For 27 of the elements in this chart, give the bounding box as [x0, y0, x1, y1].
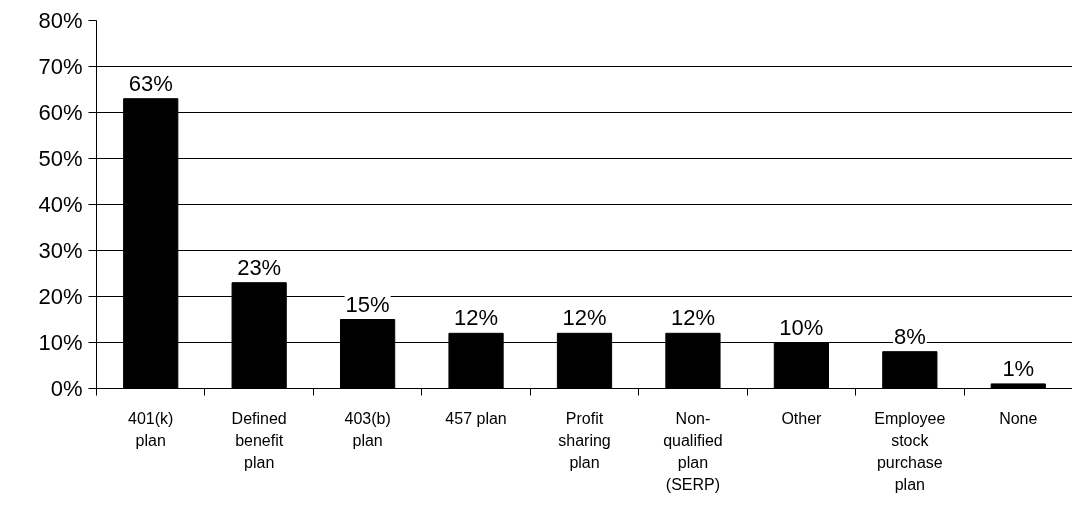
x-tick-label: Defined benefit plan: [231, 409, 287, 471]
data-label: 10%: [779, 314, 824, 340]
data-label: 15%: [345, 291, 390, 317]
x-tick-label: None: [999, 409, 1038, 427]
data-label: 1%: [1002, 355, 1035, 381]
x-tick-label: Employee stock purchase plan: [874, 409, 946, 493]
y-tick-label: 40%: [38, 192, 83, 217]
y-tick-label: 10%: [38, 330, 83, 355]
data-label: 8%: [893, 323, 926, 349]
y-tick-label: 80%: [38, 8, 83, 33]
y-tick-label: 30%: [38, 238, 83, 263]
x-tick-label: Non- qualified plan (SERP): [663, 409, 723, 493]
x-tick-label: 457 plan: [445, 409, 507, 427]
data-label: 12%: [454, 305, 499, 331]
y-tick-label: 50%: [38, 146, 83, 171]
data-label: 12%: [562, 305, 607, 331]
y-tick-label: 70%: [38, 54, 83, 79]
x-tick-label: 401(k) plan: [128, 409, 174, 449]
x-tick-label: Other: [781, 409, 823, 427]
x-tick-label: 403(b) plan: [344, 409, 391, 449]
x-tick-label: Profit sharing plan: [558, 409, 611, 471]
data-label: 12%: [670, 305, 715, 331]
y-tick-label: 20%: [38, 284, 83, 309]
y-tick-label: 60%: [38, 100, 83, 125]
data-label: 63%: [128, 70, 173, 96]
data-label: 23%: [237, 254, 282, 280]
y-tick-label: 0%: [50, 376, 83, 401]
